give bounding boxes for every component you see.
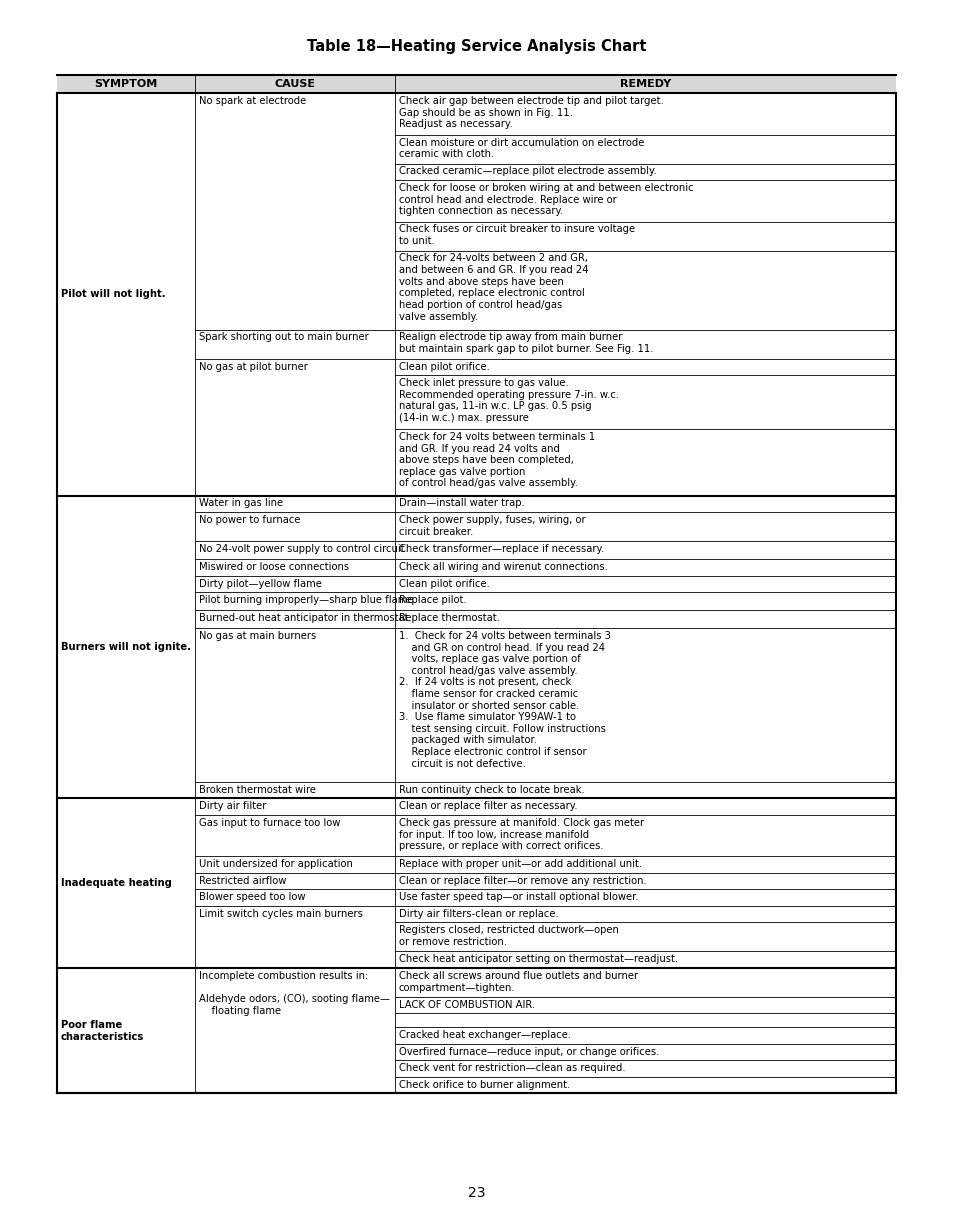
Text: Check vent for restriction—clean as required.: Check vent for restriction—clean as requ… [398, 1063, 625, 1073]
Text: REMEDY: REMEDY [619, 79, 670, 88]
Text: Burned-out heat anticipator in thermostat: Burned-out heat anticipator in thermosta… [199, 613, 408, 623]
Text: 23: 23 [468, 1186, 485, 1200]
Text: Incomplete combustion results in:

Aldehyde odors, (CO), sooting flame—
    floa: Incomplete combustion results in: Aldehy… [199, 971, 390, 1016]
Text: Table 18—Heating Service Analysis Chart: Table 18—Heating Service Analysis Chart [307, 38, 645, 54]
Text: No spark at electrode: No spark at electrode [199, 96, 306, 106]
Text: Cracked heat exchanger—replace.: Cracked heat exchanger—replace. [398, 1030, 571, 1040]
Text: Clean or replace filter as necessary.: Clean or replace filter as necessary. [398, 802, 577, 812]
Text: Spark shorting out to main burner: Spark shorting out to main burner [199, 333, 369, 343]
Text: Registers closed, restricted ductwork—open
or remove restriction.: Registers closed, restricted ductwork—op… [398, 926, 618, 947]
Text: Clean pilot orifice.: Clean pilot orifice. [398, 578, 489, 588]
Text: Check for 24-volts between 2 and GR,
and between 6 and GR. If you read 24
volts : Check for 24-volts between 2 and GR, and… [398, 253, 588, 322]
Text: Run continuity check to locate break.: Run continuity check to locate break. [398, 785, 584, 795]
Text: Dirty air filter: Dirty air filter [199, 802, 266, 812]
Text: Check all wiring and wirenut connections.: Check all wiring and wirenut connections… [398, 562, 607, 572]
Text: Gas input to furnace too low: Gas input to furnace too low [199, 818, 340, 828]
Text: Unit undersized for application: Unit undersized for application [199, 860, 353, 869]
Bar [57, 75, 895, 93]
Text: Check for 24 volts between terminals 1
and GR. If you read 24 volts and
above st: Check for 24 volts between terminals 1 a… [398, 432, 595, 489]
Text: Replace with proper unit—or add additional unit.: Replace with proper unit—or add addition… [398, 860, 641, 869]
Text: Check all screws around flue outlets and burner
compartment—tighten.: Check all screws around flue outlets and… [398, 971, 638, 992]
Text: Pilot burning improperly—sharp blue flame: Pilot burning improperly—sharp blue flam… [199, 596, 413, 605]
Text: Water in gas line: Water in gas line [199, 499, 283, 508]
Text: Realign electrode tip away from main burner
but maintain spark gap to pilot burn: Realign electrode tip away from main bur… [398, 333, 653, 354]
Text: Limit switch cycles main burners: Limit switch cycles main burners [199, 909, 362, 919]
Text: Check transformer—replace if necessary.: Check transformer—replace if necessary. [398, 544, 603, 554]
Text: Dirty pilot—yellow flame: Dirty pilot—yellow flame [199, 578, 321, 588]
Text: Check power supply, fuses, wiring, or
circuit breaker.: Check power supply, fuses, wiring, or ci… [398, 515, 585, 537]
Text: No gas at main burners: No gas at main burners [199, 631, 315, 641]
Text: Miswired or loose connections: Miswired or loose connections [199, 562, 349, 572]
Text: Check fuses or circuit breaker to insure voltage
to unit.: Check fuses or circuit breaker to insure… [398, 225, 635, 246]
Text: Drain—install water trap.: Drain—install water trap. [398, 499, 524, 508]
Text: Restricted airflow: Restricted airflow [199, 876, 286, 885]
Text: Dirty air filters-clean or replace.: Dirty air filters-clean or replace. [398, 909, 558, 919]
Text: Overfired furnace—reduce input, or change orifices.: Overfired furnace—reduce input, or chang… [398, 1047, 659, 1057]
Text: Replace thermostat.: Replace thermostat. [398, 613, 499, 623]
Text: Check orifice to burner alignment.: Check orifice to burner alignment. [398, 1079, 570, 1090]
Text: Inadequate heating: Inadequate heating [61, 878, 172, 888]
Text: Use faster speed tap—or install optional blower.: Use faster speed tap—or install optional… [398, 893, 638, 903]
Text: Pilot will not light.: Pilot will not light. [61, 290, 166, 300]
Text: Burners will not ignite.: Burners will not ignite. [61, 642, 191, 652]
Text: No 24-volt power supply to control circuit: No 24-volt power supply to control circu… [199, 544, 404, 554]
Text: CAUSE: CAUSE [274, 79, 315, 88]
Text: 1.  Check for 24 volts between terminals 3
    and GR on control head. If you re: 1. Check for 24 volts between terminals … [398, 631, 610, 769]
Text: Cracked ceramic—replace pilot electrode assembly.: Cracked ceramic—replace pilot electrode … [398, 167, 656, 177]
Text: No power to furnace: No power to furnace [199, 515, 300, 526]
Text: Clean pilot orifice.: Clean pilot orifice. [398, 361, 489, 372]
Text: Check inlet pressure to gas value.
Recommended operating pressure 7-in. w.c.
nat: Check inlet pressure to gas value. Recom… [398, 378, 618, 422]
Text: Broken thermostat wire: Broken thermostat wire [199, 785, 315, 795]
Text: Poor flame
characteristics: Poor flame characteristics [61, 1020, 144, 1041]
Text: SYMPTOM: SYMPTOM [94, 79, 157, 88]
Text: Blower speed too low: Blower speed too low [199, 893, 305, 903]
Text: Check air gap between electrode tip and pilot target.
Gap should be as shown in : Check air gap between electrode tip and … [398, 96, 663, 129]
Text: LACK OF COMBUSTION AIR.: LACK OF COMBUSTION AIR. [398, 1000, 535, 1009]
Text: Replace pilot.: Replace pilot. [398, 596, 466, 605]
Text: Check heat anticipator setting on thermostat—readjust.: Check heat anticipator setting on thermo… [398, 954, 678, 964]
Text: Check gas pressure at manifold. Clock gas meter
for input. If too low, increase : Check gas pressure at manifold. Clock ga… [398, 818, 643, 851]
Text: Clean or replace filter—or remove any restriction.: Clean or replace filter—or remove any re… [398, 876, 646, 885]
Text: No gas at pilot burner: No gas at pilot burner [199, 361, 308, 372]
Text: Check for loose or broken wiring at and between electronic
control head and elec: Check for loose or broken wiring at and … [398, 183, 693, 216]
Text: Clean moisture or dirt accumulation on electrode
ceramic with cloth.: Clean moisture or dirt accumulation on e… [398, 138, 643, 160]
